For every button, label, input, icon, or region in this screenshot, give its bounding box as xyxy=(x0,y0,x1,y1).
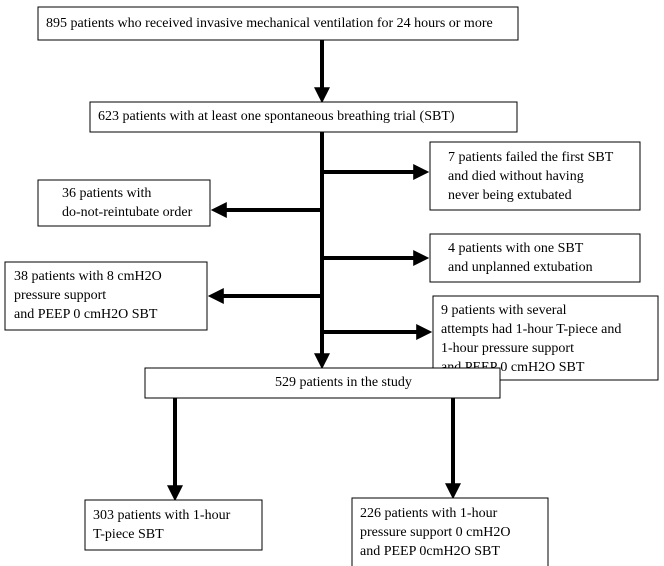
node-label: attempts had 1-hour T-piece and xyxy=(441,322,621,337)
arrows xyxy=(167,40,461,502)
node-label: do-not-reintubate order xyxy=(62,205,193,220)
node-label: T-piece SBT xyxy=(93,527,164,542)
node-label: 38 patients with 8 cmH2O xyxy=(14,269,162,284)
node-box xyxy=(429,141,641,211)
node-label: pressure support 0 cmH2O xyxy=(360,525,510,540)
node-label: 36 patients with xyxy=(62,186,151,201)
node-box xyxy=(89,101,518,133)
node-label: 529 patients in the study xyxy=(275,375,412,390)
node-box xyxy=(432,295,659,381)
node-label: 895 patients who received invasive mecha… xyxy=(46,16,493,31)
node-label: 7 patients failed the first SBT xyxy=(448,150,614,165)
node-label: and PEEP 0cmH2O SBT xyxy=(360,544,500,559)
node-label: never being extubated xyxy=(448,188,572,203)
node-box xyxy=(37,6,519,41)
node-label: 1-hour pressure support xyxy=(441,341,574,356)
node-label: and unplanned extubation xyxy=(448,260,593,275)
node-label: 226 patients with 1-hour xyxy=(360,506,498,521)
node-label: 303 patients with 1-hour xyxy=(93,508,231,523)
node-box xyxy=(4,261,208,331)
node-label: and died without having xyxy=(448,169,584,184)
node-box xyxy=(429,233,641,283)
node-label: 4 patients with one SBT xyxy=(448,241,584,256)
node-box xyxy=(37,179,211,227)
node-label: 9 patients with several xyxy=(441,303,567,318)
node-label: and PEEP 0 cmH2O SBT xyxy=(14,307,158,322)
node-label: pressure support xyxy=(14,288,106,303)
node-box xyxy=(144,367,501,399)
node-label: 623 patients with at least one spontaneo… xyxy=(98,109,455,124)
node-box xyxy=(84,499,263,551)
boxes: 895 patients who received invasive mecha… xyxy=(4,6,659,566)
node-box xyxy=(351,497,549,566)
